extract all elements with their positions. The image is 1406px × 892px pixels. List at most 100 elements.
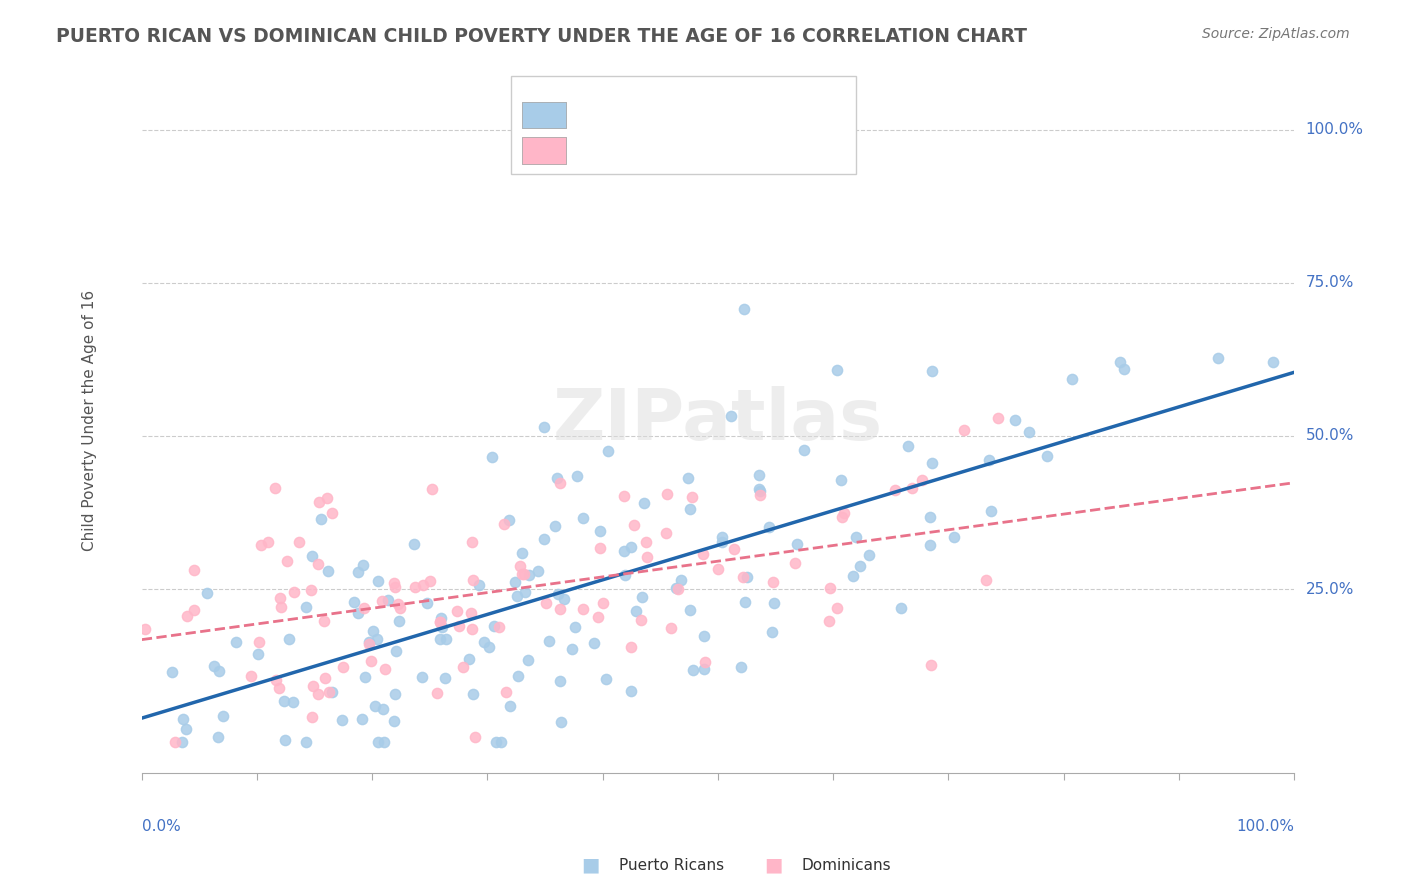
Point <box>314 671 336 685</box>
Point <box>357 634 380 648</box>
Point <box>921 456 943 470</box>
Point <box>620 540 643 554</box>
Point <box>472 634 495 648</box>
Point <box>510 566 533 581</box>
Point <box>352 712 374 726</box>
Point <box>503 574 526 589</box>
Point <box>730 660 752 674</box>
Point <box>942 530 965 544</box>
Point <box>388 615 411 629</box>
Point <box>446 604 468 618</box>
Point <box>592 596 614 610</box>
Point <box>172 713 194 727</box>
Text: Child Poverty Under the Age of 16: Child Poverty Under the Age of 16 <box>83 290 97 551</box>
Point <box>499 698 522 713</box>
Point <box>307 688 329 702</box>
Point <box>374 662 396 676</box>
Point <box>547 587 569 601</box>
Point <box>748 468 770 483</box>
Point <box>786 537 808 551</box>
Point <box>273 694 295 708</box>
Point <box>533 532 555 546</box>
Point <box>613 544 636 558</box>
Point <box>711 530 734 544</box>
Point <box>561 642 583 657</box>
Point <box>312 614 335 628</box>
Point <box>1206 351 1229 365</box>
Point <box>1004 412 1026 426</box>
Point <box>737 570 759 584</box>
Point <box>416 596 439 610</box>
Point <box>831 509 853 524</box>
Point <box>553 592 575 607</box>
Point <box>619 684 641 698</box>
Point <box>267 681 290 695</box>
Point <box>849 558 872 573</box>
Point <box>572 511 595 525</box>
Point <box>682 663 704 677</box>
Point <box>363 698 385 713</box>
Point <box>623 518 645 533</box>
Point <box>693 655 716 669</box>
Text: 25.0%: 25.0% <box>1306 582 1354 597</box>
Point <box>482 619 505 633</box>
Text: Dominicans: Dominicans <box>801 858 891 872</box>
Point <box>733 302 755 317</box>
Text: 50.0%: 50.0% <box>1306 428 1354 443</box>
Point <box>283 584 305 599</box>
Point <box>613 568 636 582</box>
Point <box>681 490 703 504</box>
Point <box>1263 355 1285 369</box>
Point <box>430 611 453 625</box>
Point <box>367 574 389 589</box>
Point <box>548 601 571 615</box>
Point <box>426 686 449 700</box>
Point <box>353 601 375 615</box>
Text: Source: ZipAtlas.com: Source: ZipAtlas.com <box>1202 27 1350 41</box>
Point <box>165 735 187 749</box>
Point <box>901 481 924 495</box>
Text: Puerto Ricans: Puerto Ricans <box>619 858 724 872</box>
Point <box>384 580 406 594</box>
Point <box>515 585 537 599</box>
Point <box>624 604 647 618</box>
Point <box>830 473 852 487</box>
Point <box>509 558 531 573</box>
Text: R = 0.383    N =  97: R = 0.383 N = 97 <box>579 141 780 159</box>
Point <box>183 563 205 577</box>
Point <box>389 600 412 615</box>
Point <box>920 657 942 672</box>
Point <box>533 420 555 434</box>
Point <box>534 596 557 610</box>
FancyBboxPatch shape <box>522 136 565 163</box>
Point <box>834 506 856 520</box>
Point <box>332 660 354 674</box>
Text: PUERTO RICAN VS DOMINICAN CHILD POVERTY UNDER THE AGE OF 16 CORRELATION CHART: PUERTO RICAN VS DOMINICAN CHILD POVERTY … <box>56 27 1028 45</box>
Point <box>1112 361 1135 376</box>
Point <box>321 685 343 699</box>
Point <box>270 599 292 614</box>
Point <box>598 444 620 458</box>
Point <box>537 634 560 648</box>
Point <box>825 601 848 615</box>
Point <box>527 564 550 578</box>
Point <box>269 591 291 606</box>
Point <box>976 573 998 587</box>
Point <box>311 511 333 525</box>
Point <box>825 363 848 377</box>
Point <box>749 488 772 502</box>
Point <box>818 581 841 595</box>
Point <box>463 687 485 701</box>
Point <box>264 481 287 495</box>
Point <box>583 636 606 650</box>
Point <box>589 541 612 555</box>
Point <box>460 606 482 620</box>
Point <box>359 637 381 651</box>
Point <box>308 494 330 508</box>
Point <box>402 537 425 551</box>
Point <box>586 610 609 624</box>
Point <box>257 534 280 549</box>
Point <box>1018 425 1040 439</box>
Point <box>636 549 658 564</box>
Point <box>498 513 520 527</box>
